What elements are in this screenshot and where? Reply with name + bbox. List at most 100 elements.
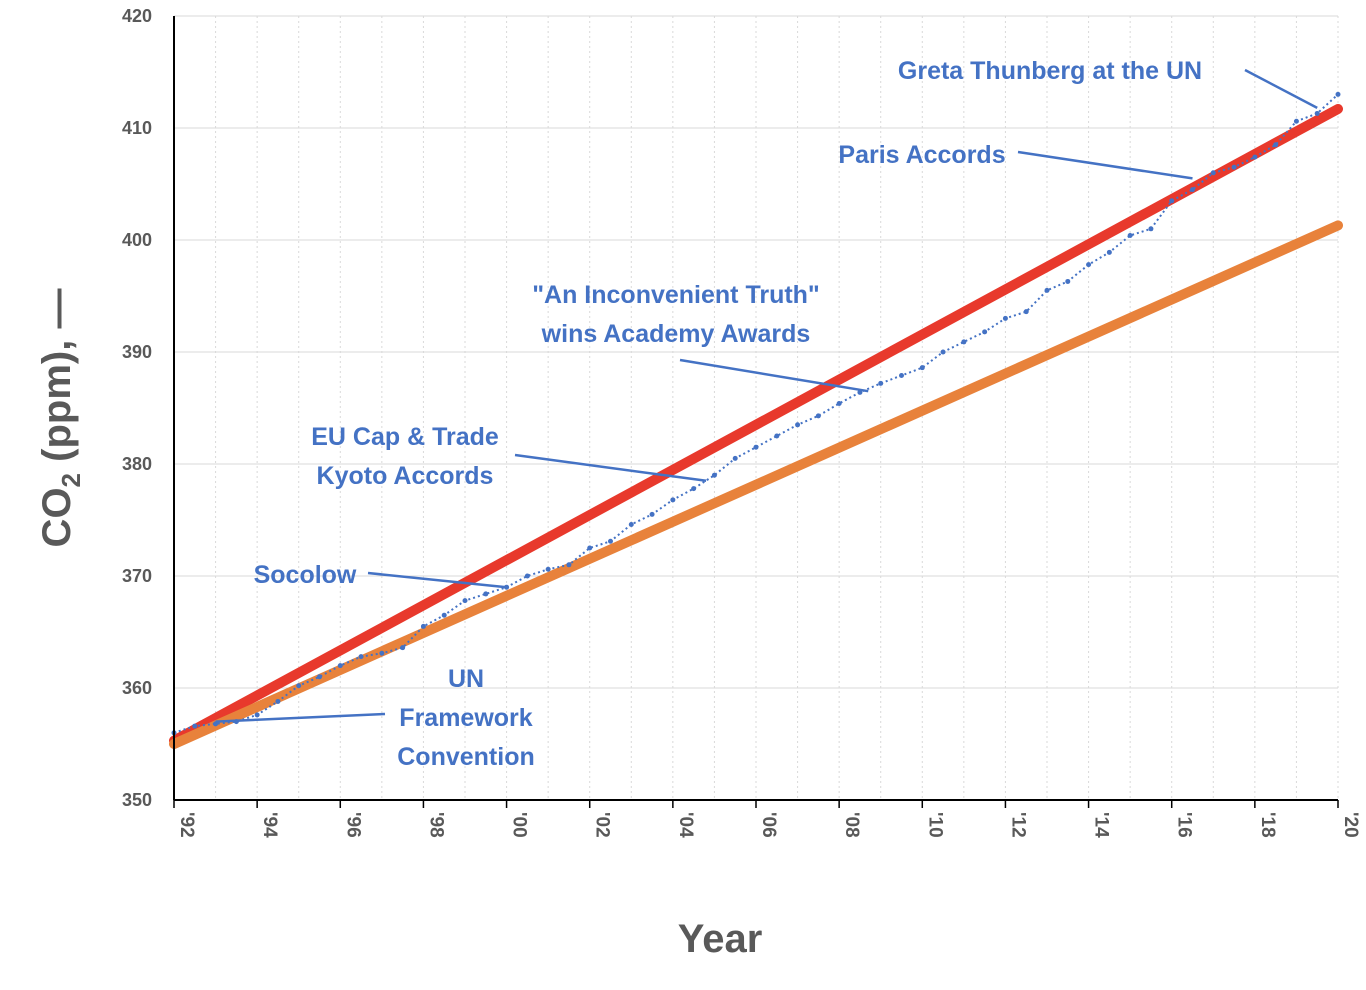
measured-co2-point [795,422,801,428]
measured-co2-point [400,645,406,651]
measured-co2-point [1231,164,1237,170]
measured-co2-point [774,433,780,439]
measured-co2-point [1023,309,1029,315]
annotation-line: Paris Accords [838,141,1005,169]
measured-co2-point [524,573,530,579]
annotation-line: wins Academy Awards [541,320,811,348]
x-tick-label: '94 [259,812,280,838]
measured-co2-point [420,623,426,629]
annotation-layer: Greta Thunberg at the UN Paris Accords "An… [215,57,1318,771]
measured-co2-point [1086,262,1092,268]
y-tick-label: 370 [122,566,152,586]
measured-co2-point [1127,233,1133,239]
trend-line [169,220,1343,749]
measured-co2-point [275,698,281,704]
annotation-label: Paris Accords [838,141,1005,169]
y-tick-label: 380 [122,454,152,474]
annotation-line: Framework [399,704,532,732]
measured-co2-point [1252,154,1258,160]
x-tick-label: '06 [758,812,779,838]
measured-co2-point [982,329,988,335]
measured-co2-point [815,413,821,419]
annotation-label: Greta Thunberg at the UN [898,57,1202,85]
measured-co2-point [711,472,717,478]
y-tick-label: 420 [122,6,152,26]
measured-co2-point [1335,91,1341,97]
series-layer [169,91,1343,749]
x-tick-label: '18 [1257,812,1278,838]
measured-co2-point [608,538,613,544]
measured-co2-point [878,380,884,386]
x-tick-label: '16 [1174,812,1195,838]
x-tick-label: '12 [1007,812,1028,838]
measured-co2-point [1314,110,1320,116]
axis-layer: 350 360 370 380 390 400 410 420 '92 '94 '96 '98 '00 '… [122,6,1361,838]
annotation-line: Greta Thunberg at the UN [898,57,1202,85]
measured-co2-point [192,723,198,729]
trend-line [169,103,1343,746]
measured-co2-point [337,663,343,669]
x-tick-label: '10 [924,812,945,838]
x-tick-label: '04 [675,812,696,838]
measured-co2-point [1169,198,1175,204]
grid-layer [174,15,1339,800]
y-axis-title-sub: 2 [56,473,86,487]
y-tick-label: 390 [122,342,152,362]
annotation-line: EU Cap & Trade [311,423,499,451]
measured-co2-point [296,683,302,689]
y-tick-label: 360 [122,678,152,698]
annotation-line: Kyoto Accords [317,462,494,490]
measured-co2-point [753,444,759,450]
measured-co2-point [649,511,655,517]
measured-co2-point [1106,249,1112,255]
measured-co2-point [545,566,551,572]
annotation-leader [679,358,869,393]
annotation-line: UN [448,665,484,693]
x-tick-label: '98 [425,812,446,838]
annotation-leader [367,571,507,589]
y-tick-label: 410 [122,118,152,138]
annotation-label: Socolow [254,561,357,589]
measured-co2-point [691,486,697,492]
measured-co2-point [899,373,904,379]
annotation-line: Socolow [254,561,357,589]
measured-co2-point [836,401,842,407]
measured-co2-point [1210,170,1216,176]
annotation-label: "An Inconvenient Truth" wins Academy Awar… [532,281,820,348]
y-tick-label: 350 [122,790,152,810]
annotation-line: Convention [397,743,535,771]
measured-co2-point [628,521,634,527]
measured-co2-point [379,650,385,656]
measured-co2-point [1148,226,1154,232]
y-axis-title-main: CO [35,487,79,547]
measured-co2-point [1190,187,1195,193]
x-tick-label: '00 [509,812,530,838]
y-axis-title-rest: (ppm), — [35,289,79,473]
x-tick-label: '02 [592,812,613,838]
measured-co2-point [1065,278,1071,284]
x-axis-title: Year [678,917,763,961]
measured-co2-point [670,497,676,503]
annotation-leader [514,453,707,483]
measured-co2-point [732,455,738,461]
y-tick-label: 400 [122,230,152,250]
measured-co2-point [587,545,593,551]
measured-co2-point [462,598,468,604]
measured-co2-point [940,349,946,355]
measured-co2-point [358,654,364,660]
annotation-label: UN Framework Convention [397,665,535,771]
annotation-leader [1244,68,1318,109]
measured-co2-point [317,674,322,680]
measured-co2-point [1293,118,1299,124]
measured-co2-point [1002,315,1008,321]
x-tick-label: '20 [1340,812,1361,838]
measured-co2-point [1273,142,1279,148]
x-tick-label: '08 [841,812,862,838]
measured-co2-point [961,339,967,345]
x-tick-label: '14 [1091,812,1112,838]
measured-co2-point [566,562,572,568]
y-axis-title: CO2 (ppm), — [35,289,86,548]
measured-co2-point [483,591,489,597]
